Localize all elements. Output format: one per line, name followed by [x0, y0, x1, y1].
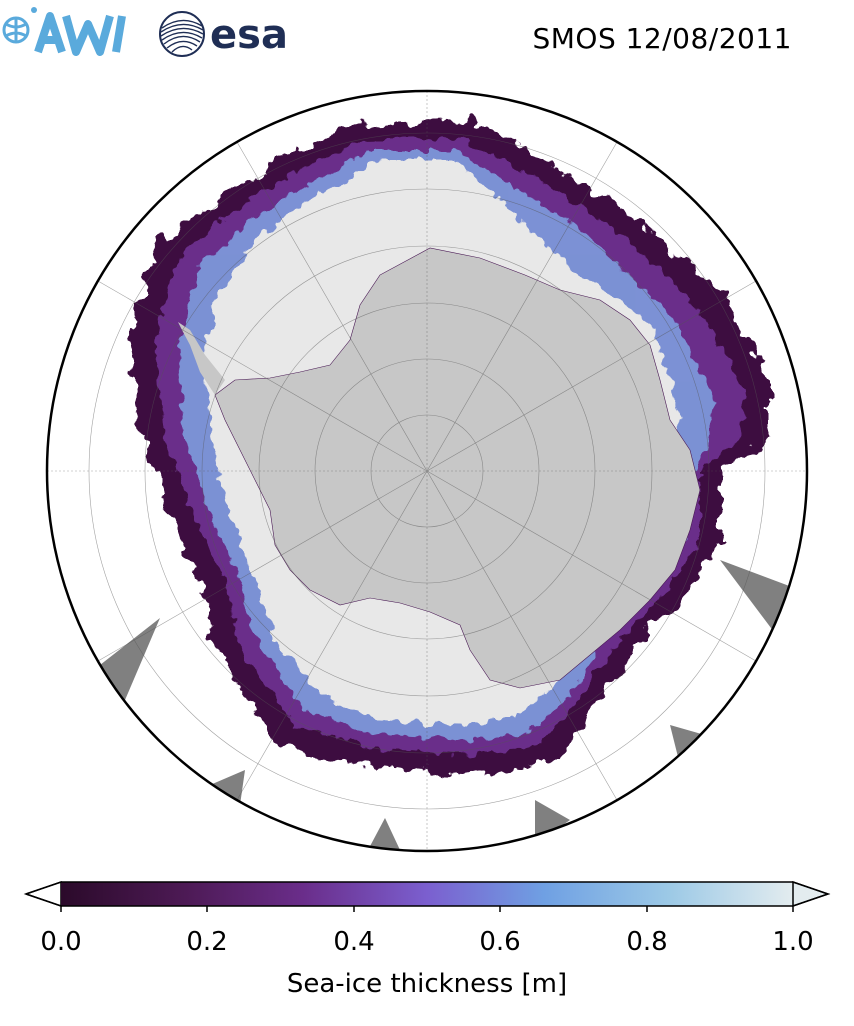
map-boundary: [45, 89, 809, 853]
antarctic-peninsula: [178, 322, 225, 395]
colorbar-tick-label: 1.0: [772, 927, 813, 957]
esa-logo: esa: [159, 11, 288, 58]
colorbar-tick-label: 0.2: [186, 927, 227, 957]
colorbar-tick-label: 0.4: [333, 927, 374, 957]
colorbar-tick-label: 0.8: [626, 927, 667, 957]
colorbar-tick-label: 0.6: [479, 927, 520, 957]
colorbar: 0.0 0.2 0.4 0.6 0.8 1.0 Sea-ice thicknes…: [23, 880, 831, 999]
colorbar-extend-high: [792, 880, 831, 908]
colorbar-gradient: [61, 882, 793, 906]
esa-wordmark: esa: [210, 12, 288, 58]
antarctica-landmass: [214, 247, 701, 689]
colorbar-ticks: [60, 906, 794, 912]
graticule: [47, 91, 807, 851]
colorbar-label: Sea-ice thickness [m]: [287, 969, 567, 999]
colorbar-tick-label: 0.0: [40, 927, 81, 957]
colorbar-extend-low: [23, 880, 62, 908]
antarctic-sea-ice-map: [45, 89, 809, 853]
esa-swirl-icon: [159, 11, 205, 57]
map-title: SMOS 12/08/2011: [532, 22, 792, 55]
awi-logo: [2, 7, 126, 56]
